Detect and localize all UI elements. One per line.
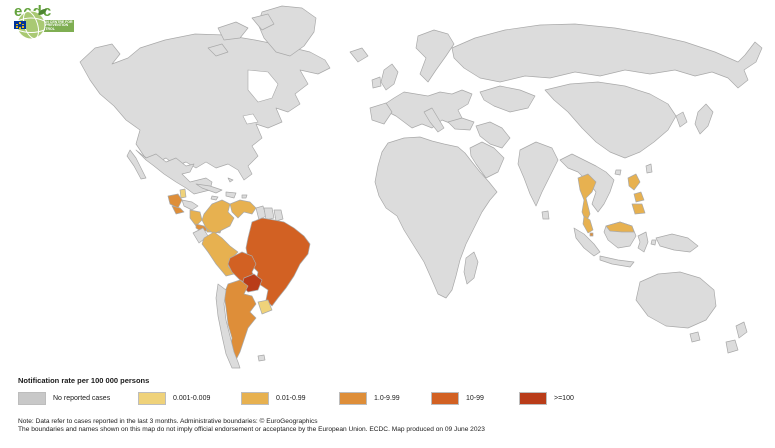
europe-mainland xyxy=(381,89,473,129)
leaf-icon xyxy=(38,8,47,15)
country-honduras xyxy=(181,199,199,211)
country-philippines-luzon xyxy=(627,173,641,191)
island-madagascar xyxy=(463,251,479,285)
island-tasmania xyxy=(689,331,701,343)
country-argentina xyxy=(223,279,257,361)
island-moluccas xyxy=(650,239,657,246)
country-belize xyxy=(179,188,187,199)
arctic-island-2 xyxy=(251,13,275,31)
island-sulawesi xyxy=(637,231,649,253)
country-french-guiana xyxy=(273,209,284,222)
island-hispaniola xyxy=(225,191,237,199)
country-uruguay xyxy=(257,299,273,315)
country-philippines-visayas xyxy=(633,191,645,203)
island-bahamas xyxy=(227,177,234,183)
legend-swatch-c2 xyxy=(241,392,269,405)
legend-item-c2: 0.01-0.99 xyxy=(241,392,339,405)
note-line-1: Note: Data refer to cases reported in th… xyxy=(18,418,318,425)
country-suriname xyxy=(263,207,275,221)
island-hainan xyxy=(614,169,622,176)
country-colombia xyxy=(201,199,235,235)
turkey xyxy=(447,117,475,131)
korea xyxy=(675,111,688,128)
note-line-2: The boundaries and names shown on this m… xyxy=(18,426,485,433)
country-malaysia-borneo xyxy=(605,221,635,233)
baja-california xyxy=(126,149,147,180)
legend-swatch-c1 xyxy=(138,392,166,405)
japan xyxy=(694,103,714,135)
hudson-bay xyxy=(247,69,279,103)
landmass-greenland xyxy=(257,5,317,57)
country-singapore xyxy=(589,232,594,237)
falkland-islands xyxy=(257,354,266,362)
landmass-australia xyxy=(635,271,717,329)
new-zealand-north xyxy=(735,321,748,339)
country-nicaragua xyxy=(189,209,203,227)
country-brazil xyxy=(245,217,311,307)
italy xyxy=(423,107,445,133)
map-notes: Note: Data refer to cases reported in th… xyxy=(18,418,485,434)
eu-flag-icon xyxy=(14,21,26,29)
legend-item-no-cases: No reported cases xyxy=(18,392,138,405)
island-sumatra xyxy=(573,227,601,257)
country-venezuela xyxy=(229,199,257,219)
country-peru xyxy=(201,231,239,277)
legend-swatch-c3 xyxy=(339,392,367,405)
great-lakes xyxy=(242,113,259,125)
country-malaysia-peninsula xyxy=(582,215,594,234)
legend-swatch-c5 xyxy=(519,392,547,405)
china-mongolia xyxy=(544,81,677,159)
island-sri-lanka xyxy=(541,210,550,220)
legend-item-c3: 1.0-9.99 xyxy=(339,392,431,405)
arabian-peninsula xyxy=(469,141,505,179)
country-chile xyxy=(215,283,241,369)
island-cuba xyxy=(195,183,223,194)
iran-region xyxy=(475,121,511,149)
indochina xyxy=(559,153,615,213)
map-legend: Notification rate per 100 000 persons No… xyxy=(18,376,758,405)
legend-item-c5: >=100 xyxy=(519,392,574,405)
legend-title: Notification rate per 100 000 persons xyxy=(18,376,150,385)
country-el-salvador xyxy=(171,205,185,215)
arctic-island-1 xyxy=(217,21,249,41)
legend-swatch-no-cases xyxy=(18,392,46,405)
island-puerto-rico xyxy=(241,194,248,199)
arctic-island-3 xyxy=(207,43,229,57)
island-great-britain xyxy=(380,63,399,91)
legend-swatch-c4 xyxy=(431,392,459,405)
country-thailand xyxy=(577,173,597,223)
landmass-north-america xyxy=(79,33,331,181)
island-jamaica xyxy=(210,195,219,201)
island-taiwan xyxy=(645,163,653,174)
island-ireland xyxy=(371,76,382,89)
country-mexico xyxy=(135,149,213,195)
new-zealand-south xyxy=(725,339,739,354)
country-philippines-mindanao xyxy=(631,203,646,215)
island-new-guinea xyxy=(655,233,699,253)
central-asia xyxy=(479,85,536,113)
ecdc-logo: ecdc EUROPEAN CENTRE FOR DISEASE PREVENT… xyxy=(12,4,107,40)
landmass-africa xyxy=(374,136,498,299)
country-guatemala xyxy=(167,193,183,209)
india xyxy=(517,141,559,207)
iberia xyxy=(369,102,393,125)
landmass-russia xyxy=(451,23,763,89)
legend-item-c4: 10-99 xyxy=(431,392,519,405)
island-java xyxy=(599,255,635,268)
island-iceland xyxy=(349,47,369,63)
legend-item-c1: 0.001-0.009 xyxy=(138,392,241,405)
scandinavia xyxy=(415,29,455,83)
